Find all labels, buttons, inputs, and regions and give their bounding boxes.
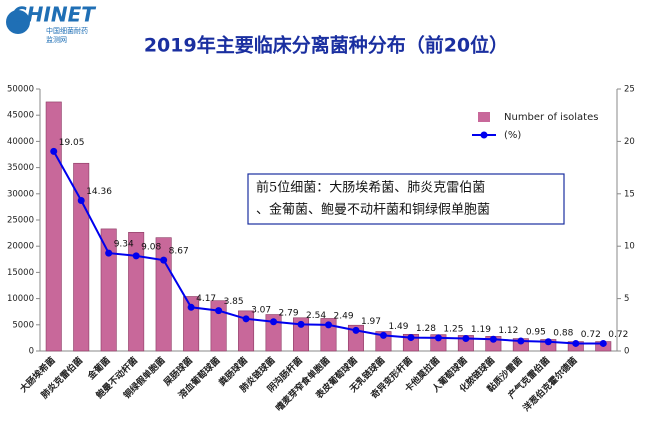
line-point	[132, 252, 140, 260]
y-tick-label: 5000	[12, 320, 34, 330]
value-label: 3.07	[251, 305, 271, 315]
line-point	[544, 338, 552, 346]
value-label: 3.85	[224, 297, 244, 307]
value-label: 2.79	[279, 308, 299, 318]
line-point	[187, 303, 195, 311]
bar	[183, 296, 200, 352]
bar	[100, 228, 117, 352]
line-point	[599, 339, 607, 347]
bar	[265, 314, 282, 352]
y-tick-label: 10000	[7, 294, 34, 304]
line-point	[242, 315, 250, 323]
y-tick-label: 15000	[7, 268, 34, 278]
line-point	[160, 256, 168, 264]
line-point	[407, 334, 415, 342]
line-point	[352, 326, 360, 334]
y2-tick-label: 0	[624, 347, 629, 357]
y-tick-label: 30000	[7, 189, 34, 199]
value-label: 0.88	[553, 328, 573, 338]
bar	[293, 317, 310, 352]
annotation-box	[247, 173, 565, 225]
annotation-line: 、金葡菌、鲍曼不动杆菌和铜绿假单胞菌	[256, 202, 490, 218]
value-label: 9.34	[114, 240, 134, 250]
y-tick-label: 20000	[7, 242, 34, 252]
line-point	[517, 337, 525, 345]
chart-title: 2019年主要临床分离菌种分布（前20位）	[144, 34, 508, 57]
bar	[73, 162, 90, 352]
value-label: 1.19	[471, 325, 491, 335]
line-point	[434, 334, 442, 342]
logo-line1: 中国细菌耐药	[46, 26, 88, 35]
bar	[238, 310, 255, 352]
y2-tick-label: 15	[624, 189, 635, 199]
y2-tick-label: 25	[624, 85, 635, 95]
value-label: 1.28	[416, 324, 436, 334]
legend-swatch	[480, 131, 488, 139]
value-label: 2.49	[334, 311, 354, 321]
line-point	[215, 307, 223, 315]
line-point	[572, 339, 580, 347]
value-label: 1.25	[443, 324, 463, 334]
value-label: 14.36	[86, 187, 112, 197]
y2-tick-label: 10	[624, 242, 635, 252]
line-point	[105, 249, 113, 257]
legend-label: Number of isolates	[504, 112, 598, 123]
value-label: 0.72	[581, 330, 601, 340]
value-label: 1.12	[498, 326, 518, 336]
value-label: 19.05	[59, 138, 85, 148]
line-point	[462, 335, 470, 343]
y-tick-label: 25000	[7, 216, 34, 226]
logo-line2: 监测网	[46, 35, 67, 44]
value-label: 1.49	[388, 322, 408, 332]
legend-swatch	[478, 112, 490, 122]
line-point	[50, 147, 58, 155]
bar	[45, 101, 62, 352]
y-tick-label: 0	[29, 347, 34, 357]
y2-tick-label: 5	[624, 294, 629, 304]
logo-name: CHINET	[12, 3, 96, 27]
annotation-line: 前5位细菌：大肠埃希菌、肺炎克雷伯菌	[256, 180, 485, 196]
line-point	[379, 331, 387, 339]
y-tick-label: 50000	[7, 85, 34, 95]
line-point	[489, 335, 497, 343]
y-tick-label: 35000	[7, 163, 34, 173]
value-label: 4.17	[196, 294, 216, 304]
value-label: 1.97	[361, 317, 381, 327]
y-tick-label: 40000	[7, 137, 34, 147]
line-point	[297, 320, 305, 328]
value-label: 8.67	[169, 247, 189, 257]
value-label: 9.08	[141, 242, 161, 252]
y2-tick-label: 20	[624, 137, 635, 147]
y-tick-label: 45000	[7, 111, 34, 121]
value-label: 0.72	[608, 330, 628, 340]
legend-label: (%)	[504, 130, 521, 141]
value-label: 2.54	[306, 311, 326, 321]
bar	[128, 232, 145, 352]
bar	[210, 300, 227, 352]
line-point	[77, 197, 85, 205]
line-point	[270, 318, 278, 326]
logo-icon	[6, 10, 30, 34]
line-point	[325, 321, 332, 329]
value-label: 0.95	[526, 328, 546, 338]
